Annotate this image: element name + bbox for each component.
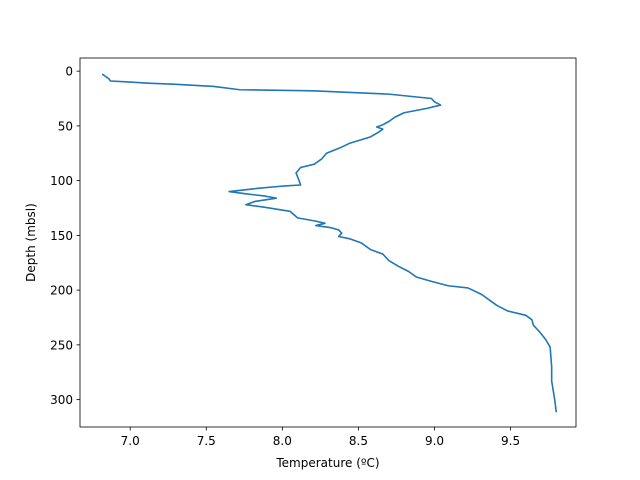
x-tick-label: 7.0 xyxy=(121,434,140,448)
y-tick-label: 200 xyxy=(50,284,73,298)
plot-frame xyxy=(79,57,577,428)
y-tick-label: 250 xyxy=(50,338,73,352)
x-axis-title: Temperature (ºC) xyxy=(275,456,379,470)
y-tick-label: 50 xyxy=(58,119,73,133)
y-tick-label: 150 xyxy=(50,229,73,243)
x-tick-label: 8.0 xyxy=(273,434,292,448)
y-tick-label: 300 xyxy=(50,393,73,407)
plot-area xyxy=(80,58,576,427)
series-layer xyxy=(102,73,558,413)
series-line-0 xyxy=(102,73,558,413)
y-axis-title: Depth (mbsl) xyxy=(24,203,38,282)
y-axis: 0 50 100 150 200 250 300 xyxy=(50,65,80,407)
x-axis: 7.0 7.5 8.0 8.5 9.0 9.5 xyxy=(121,427,520,448)
x-tick-label: 7.5 xyxy=(197,434,216,448)
x-tick-label: 8.5 xyxy=(349,434,368,448)
x-tick-label: 9.0 xyxy=(425,434,444,448)
x-tick-label: 9.5 xyxy=(501,434,520,448)
y-tick-label: 0 xyxy=(65,65,73,79)
y-tick-label: 100 xyxy=(50,174,73,188)
